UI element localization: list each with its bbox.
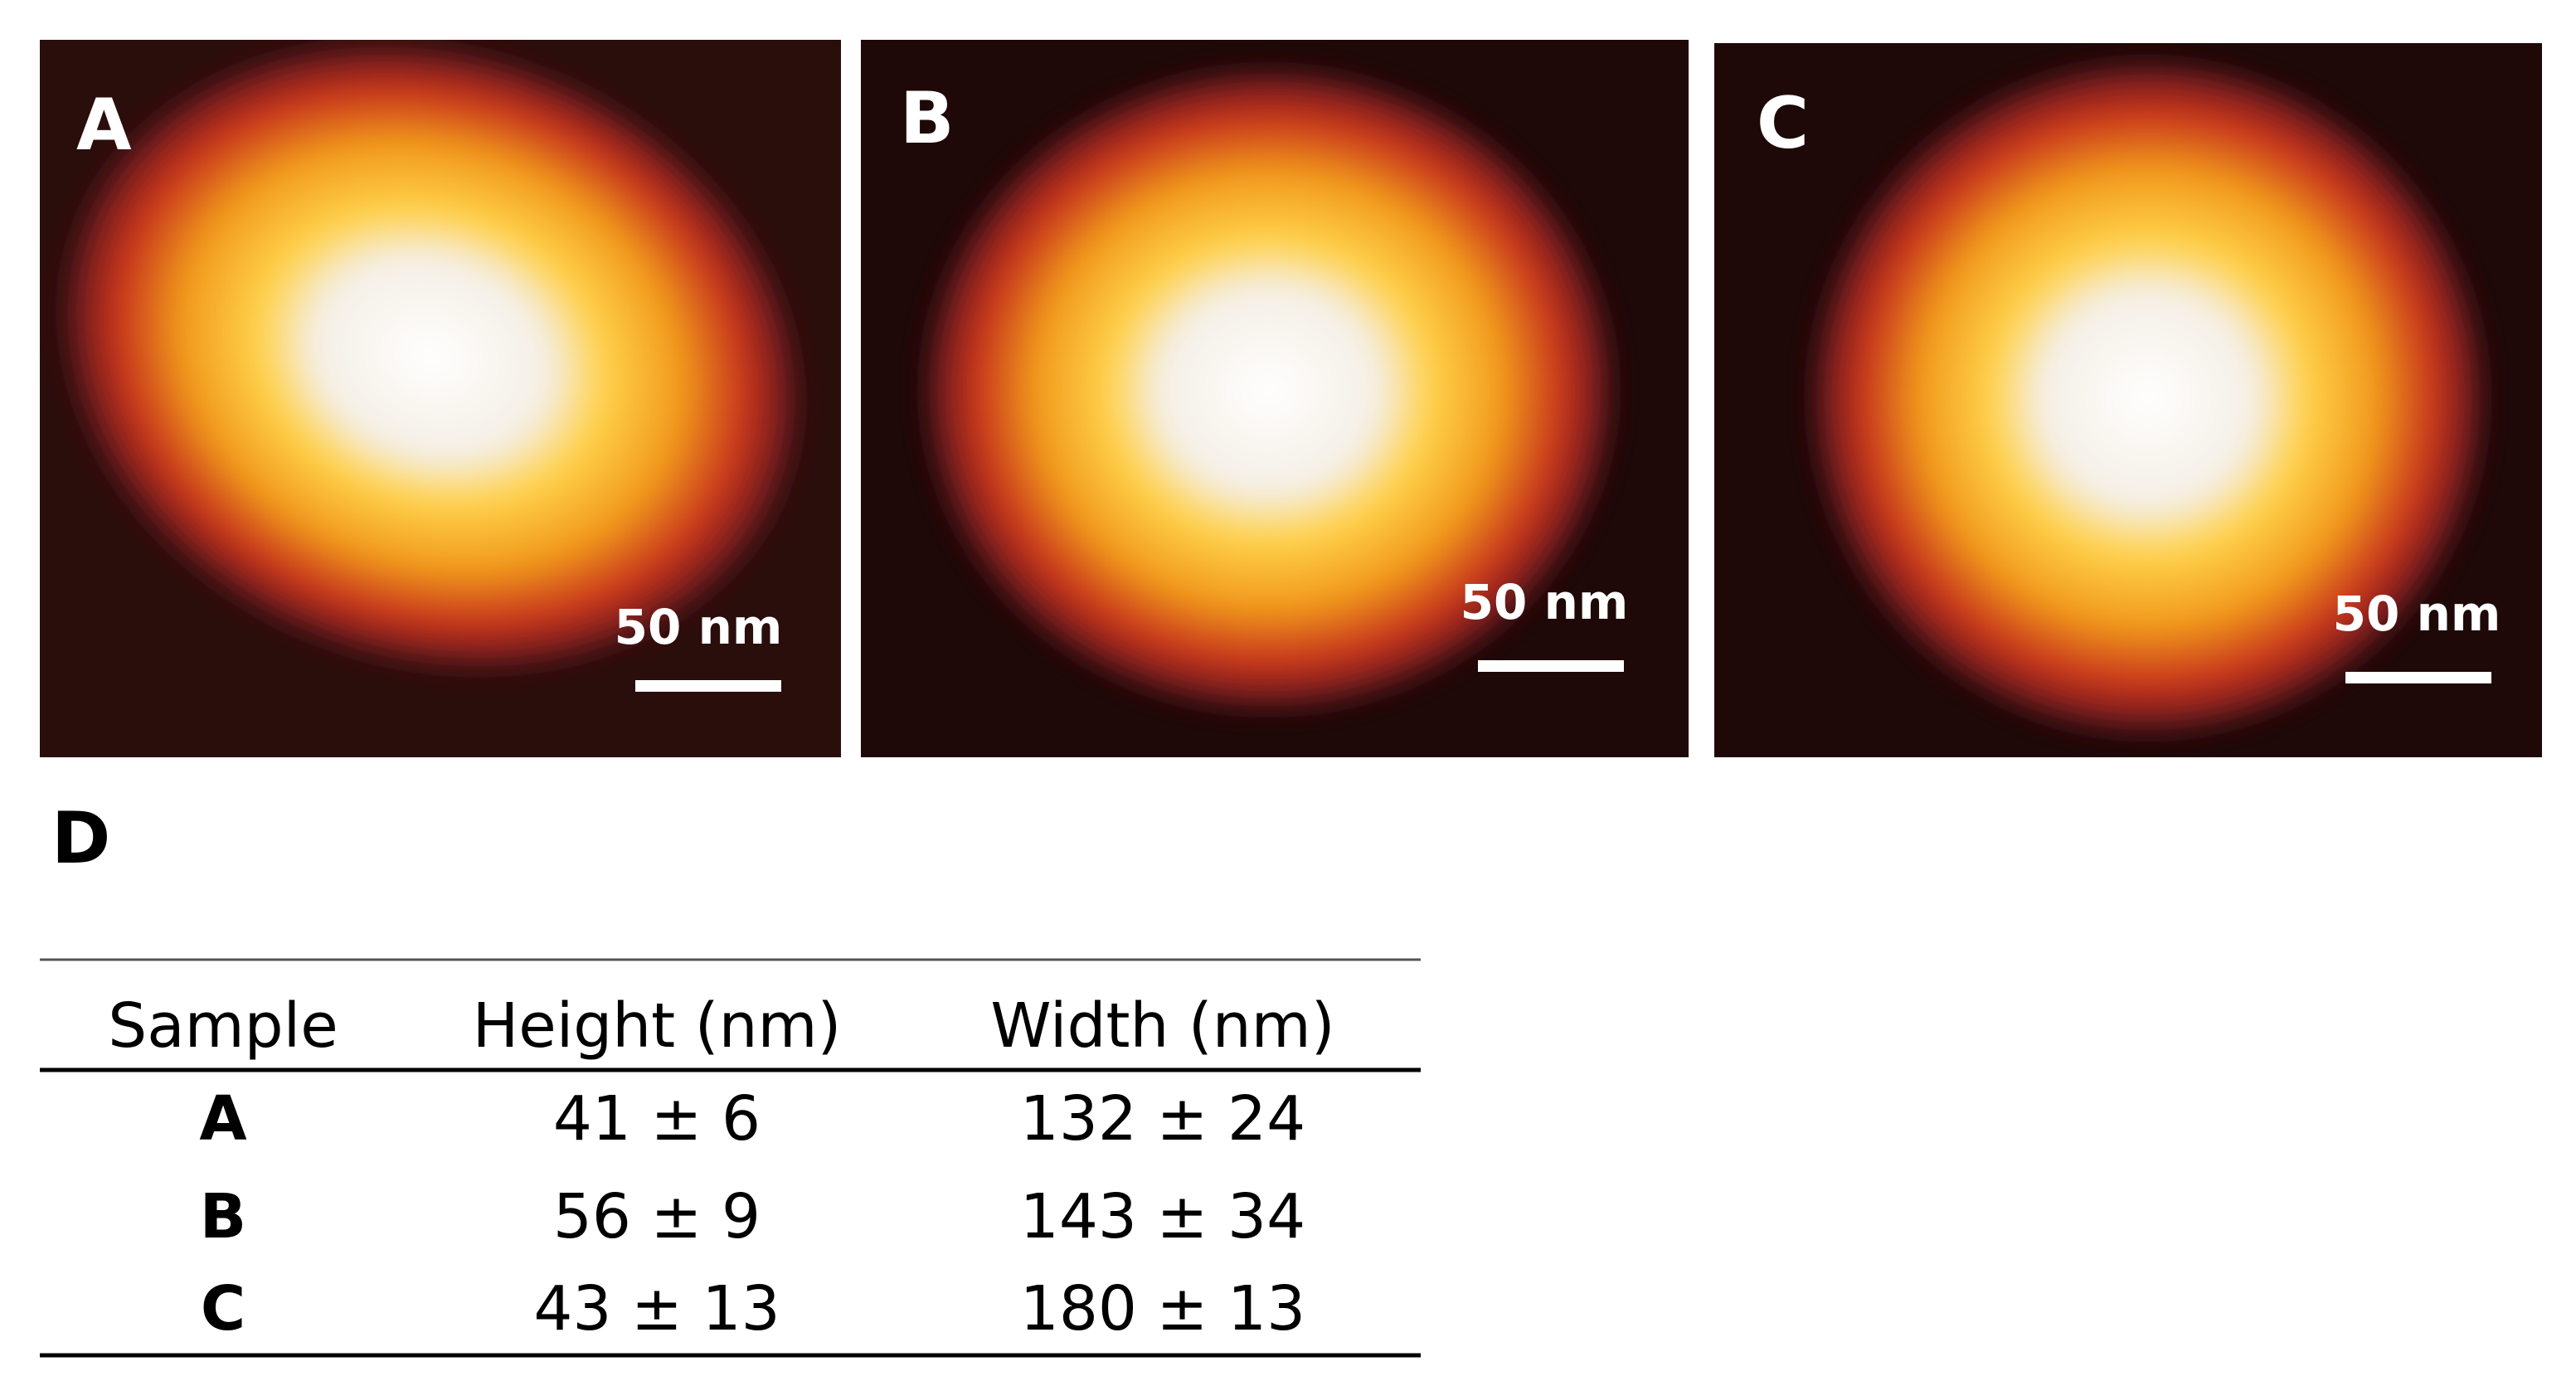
panel-label: C: [1757, 82, 1809, 165]
panel-label: D: [51, 797, 110, 880]
table-cell: 41 ± 6: [553, 1083, 761, 1155]
panel-label: A: [76, 84, 132, 167]
scale-bar: [635, 680, 781, 692]
afm-image-a: [40, 40, 841, 757]
scale-bar-label: 50 nm: [2333, 586, 2501, 642]
scale-bar: [1478, 660, 1624, 672]
table-cell: 143 ± 34: [1020, 1181, 1305, 1252]
scale-bar-label: 50 nm: [615, 599, 783, 655]
table-header-cell: Height (nm): [473, 990, 842, 1062]
table: Sample Height (nm) Width (nm) A 41 ± 6 132 ± …: [108, 990, 1334, 1345]
table-cell: 132 ± 24: [1020, 1083, 1305, 1155]
table-cell: 56 ± 9: [553, 1181, 761, 1252]
table-cell: B: [200, 1181, 246, 1252]
afm-image-c: [1714, 43, 2542, 757]
table-cell: C: [201, 1273, 245, 1345]
table-cell: 43 ± 13: [533, 1273, 780, 1345]
afm-image-b: [861, 40, 1689, 757]
panel-label: B: [900, 77, 955, 160]
table-cell: 180 ± 13: [1020, 1273, 1305, 1345]
table-cell: A: [199, 1083, 246, 1155]
scale-bar-label: 50 nm: [1461, 574, 1629, 630]
table-header-cell: Width (nm): [990, 990, 1334, 1062]
table-header-cell: Sample: [108, 990, 338, 1062]
scale-bar: [2345, 672, 2491, 683]
